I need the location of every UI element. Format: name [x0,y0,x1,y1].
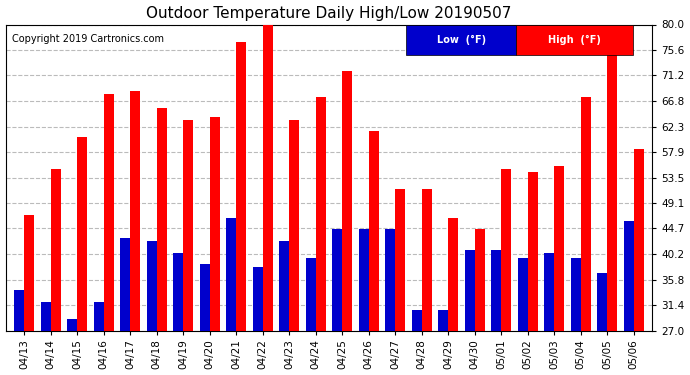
Bar [210,117,219,330]
Bar [491,250,501,330]
Bar [173,253,183,330]
Bar [41,302,50,330]
Bar [464,250,475,330]
Bar [528,172,538,330]
Bar [77,137,87,330]
Bar [14,290,24,330]
Bar [544,253,554,330]
FancyBboxPatch shape [516,24,633,55]
Bar [279,241,289,330]
Bar [183,120,193,330]
Bar [368,131,379,330]
Bar [24,215,34,330]
Bar [518,258,528,330]
Bar [289,120,299,330]
Bar [395,189,405,330]
Title: Outdoor Temperature Daily High/Low 20190507: Outdoor Temperature Daily High/Low 20190… [146,6,511,21]
Bar [501,169,511,330]
Bar [253,267,263,330]
Bar [633,148,644,330]
Bar [130,91,140,330]
Bar [67,319,77,330]
Bar [226,218,236,330]
Bar [157,108,167,330]
Bar [359,230,368,330]
Bar [411,310,422,330]
Bar [94,302,104,330]
Bar [315,97,326,330]
Bar [306,258,315,330]
Bar [554,166,564,330]
Bar [475,230,484,330]
Bar [342,71,352,330]
Bar [580,97,591,330]
Bar [263,22,273,330]
Bar [385,230,395,330]
Bar [332,230,342,330]
Bar [448,218,458,330]
Bar [104,94,114,330]
FancyBboxPatch shape [406,24,516,55]
Text: Low  (°F): Low (°F) [437,35,486,45]
Bar [50,169,61,330]
Text: Copyright 2019 Cartronics.com: Copyright 2019 Cartronics.com [12,34,164,44]
Bar [120,238,130,330]
Bar [607,45,617,330]
Text: High  (°F): High (°F) [548,35,601,45]
Bar [597,273,607,330]
Bar [624,221,633,330]
Bar [422,189,432,330]
Bar [146,241,157,330]
Bar [438,310,448,330]
Bar [199,264,210,330]
Bar [571,258,580,330]
Bar [236,42,246,330]
